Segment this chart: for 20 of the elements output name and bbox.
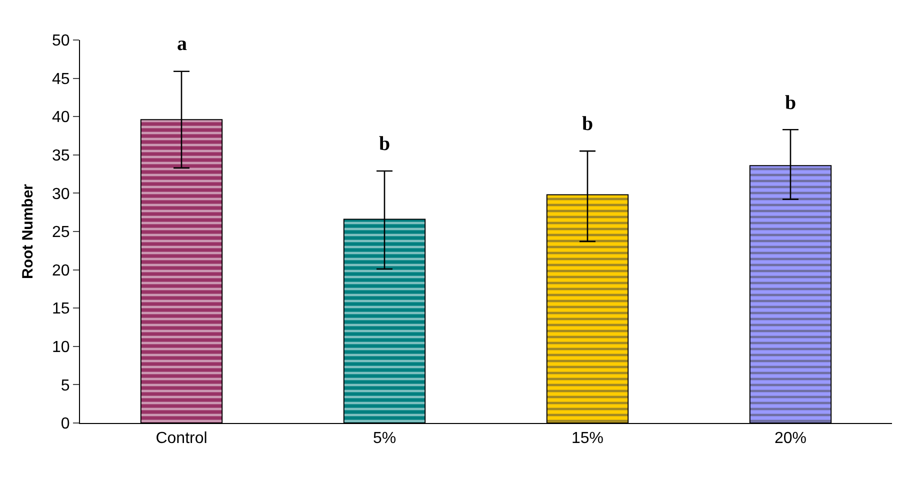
y-tick-label: 50 [52, 32, 70, 50]
y-tick-label: 25 [52, 224, 70, 242]
y-tick-label: 35 [52, 148, 70, 164]
x-tick-label: 20% [774, 430, 807, 448]
x-tick-label: 5% [372, 430, 396, 448]
y-tick-label: 10 [52, 339, 70, 356]
annotation: b [582, 113, 594, 135]
annotation: b [379, 133, 390, 155]
x-tick-label: 15% [571, 430, 604, 448]
y-tick-label: 45 [52, 70, 70, 88]
x-tick-label: Control [156, 430, 208, 448]
y-axis-title: Root Number [19, 184, 36, 279]
y-tick-label: 15 [52, 300, 70, 318]
y-tick-label: 30 [52, 186, 70, 203]
y-tick-label: 20 [52, 262, 70, 280]
annotation: b [785, 92, 796, 114]
y-tick-label: 5 [60, 377, 70, 394]
annotation: a [177, 33, 187, 55]
y-tick-label: 0 [60, 416, 70, 433]
y-tick-label: 40 [52, 109, 70, 126]
